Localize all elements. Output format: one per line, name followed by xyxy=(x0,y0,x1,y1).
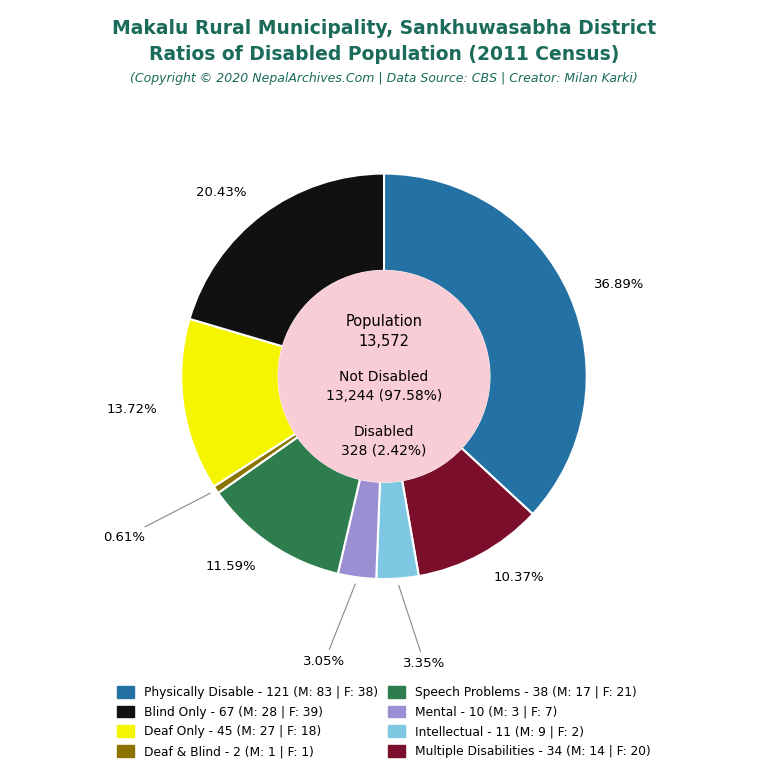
Wedge shape xyxy=(218,437,360,574)
Text: Population
13,572: Population 13,572 xyxy=(346,314,422,349)
Wedge shape xyxy=(402,448,533,576)
Text: 10.37%: 10.37% xyxy=(494,571,544,584)
Text: 0.61%: 0.61% xyxy=(104,493,210,544)
Text: 36.89%: 36.89% xyxy=(594,278,644,291)
Text: 3.35%: 3.35% xyxy=(399,585,445,670)
Wedge shape xyxy=(181,319,296,487)
Text: Makalu Rural Municipality, Sankhuwasabha District: Makalu Rural Municipality, Sankhuwasabha… xyxy=(112,19,656,38)
Text: 20.43%: 20.43% xyxy=(197,187,247,199)
Text: Not Disabled
13,244 (97.58%): Not Disabled 13,244 (97.58%) xyxy=(326,370,442,402)
Text: 3.05%: 3.05% xyxy=(303,584,356,668)
Wedge shape xyxy=(214,434,298,493)
Text: Ratios of Disabled Population (2011 Census): Ratios of Disabled Population (2011 Cens… xyxy=(149,45,619,64)
Circle shape xyxy=(279,271,489,482)
Text: 13.72%: 13.72% xyxy=(107,402,157,415)
Legend: Physically Disable - 121 (M: 83 | F: 38), Blind Only - 67 (M: 28 | F: 39), Deaf : Physically Disable - 121 (M: 83 | F: 38)… xyxy=(118,686,650,758)
Text: Disabled
328 (2.42%): Disabled 328 (2.42%) xyxy=(341,425,427,458)
Text: 11.59%: 11.59% xyxy=(205,560,256,573)
Wedge shape xyxy=(338,479,380,579)
Text: (Copyright © 2020 NepalArchives.Com | Data Source: CBS | Creator: Milan Karki): (Copyright © 2020 NepalArchives.Com | Da… xyxy=(130,72,638,85)
Wedge shape xyxy=(376,480,419,579)
Wedge shape xyxy=(384,174,587,514)
Wedge shape xyxy=(190,174,384,346)
